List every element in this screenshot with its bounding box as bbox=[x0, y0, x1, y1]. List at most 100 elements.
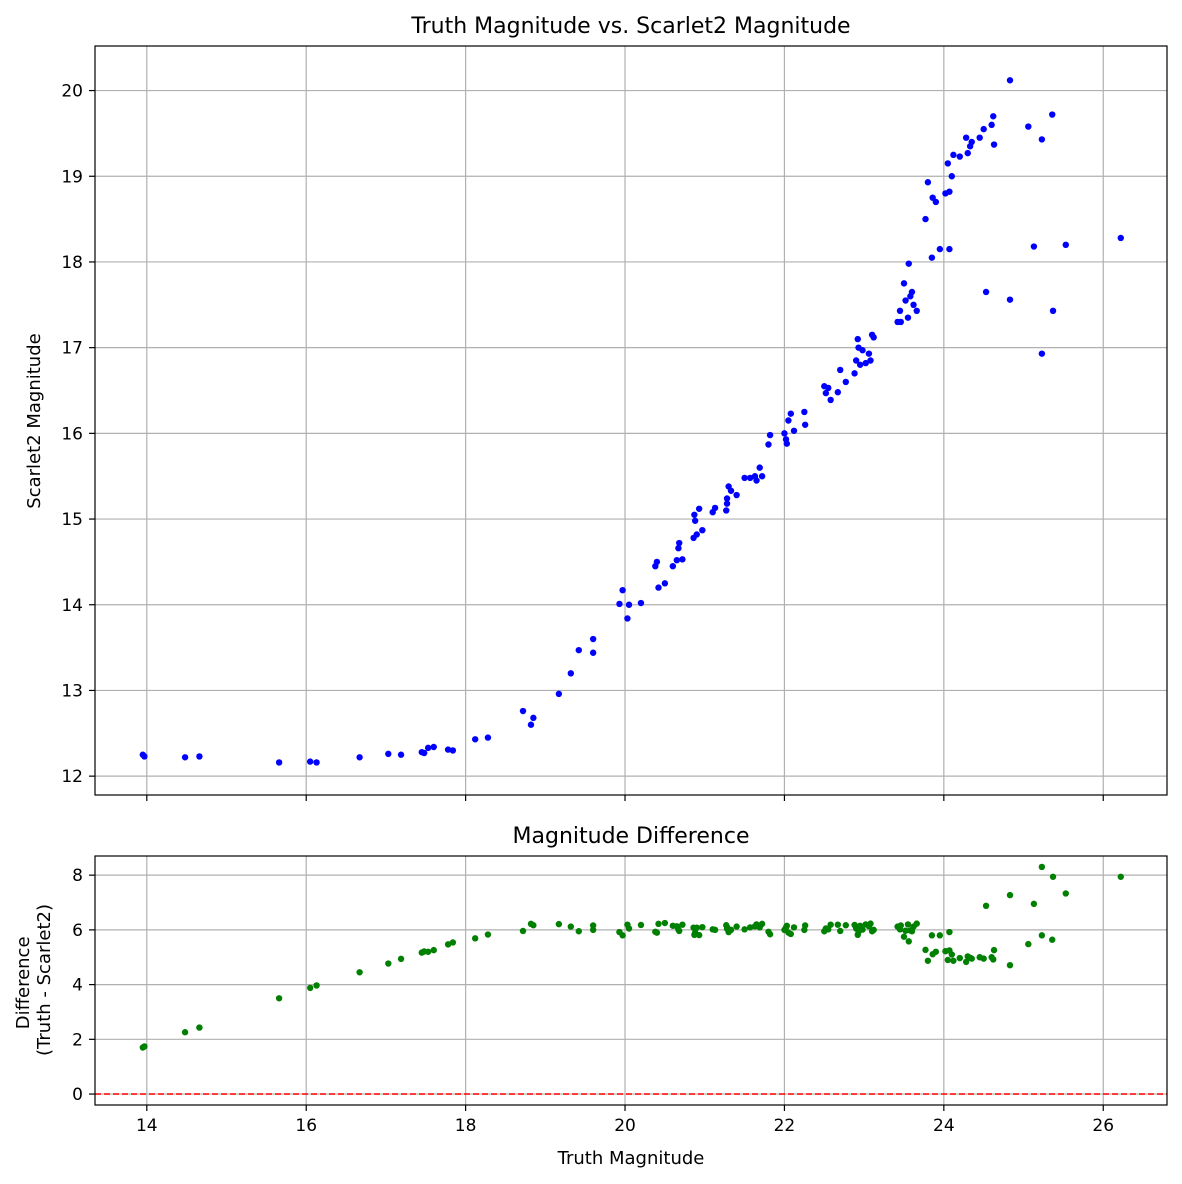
data-point bbox=[741, 926, 748, 933]
data-point bbox=[679, 921, 686, 928]
data-point bbox=[567, 670, 575, 677]
data-point bbox=[900, 280, 908, 287]
data-point bbox=[424, 948, 432, 955]
data-point bbox=[741, 474, 748, 482]
data-point bbox=[790, 924, 798, 931]
plot-frame bbox=[94, 855, 1168, 1106]
x-tick-label: 24 bbox=[933, 1116, 955, 1136]
data-point bbox=[928, 254, 936, 261]
data-point bbox=[1006, 77, 1014, 84]
data-point bbox=[944, 160, 952, 167]
y-tick-label: 19 bbox=[61, 167, 83, 187]
x-tick-label: 14 bbox=[136, 1116, 158, 1136]
data-point bbox=[655, 584, 662, 591]
data-point bbox=[980, 125, 987, 133]
data-point bbox=[676, 539, 683, 547]
data-point bbox=[555, 920, 563, 928]
data-point bbox=[783, 440, 791, 447]
data-point bbox=[801, 408, 808, 416]
y-tick-label: 20 bbox=[61, 82, 83, 102]
difference-panel-bottom: Magnitude Difference Difference (Truth -… bbox=[13, 824, 1168, 1169]
data-point bbox=[902, 297, 909, 304]
data-point bbox=[449, 939, 457, 946]
data-point bbox=[555, 690, 563, 698]
data-point bbox=[676, 927, 683, 935]
data-points bbox=[139, 863, 1124, 1051]
data-point bbox=[655, 920, 662, 928]
data-point bbox=[822, 389, 830, 397]
data-point bbox=[867, 357, 874, 364]
data-point bbox=[693, 531, 700, 538]
data-point bbox=[711, 504, 719, 512]
data-point bbox=[990, 141, 998, 148]
data-point bbox=[988, 121, 995, 129]
data-point bbox=[827, 396, 834, 404]
data-point bbox=[856, 361, 864, 368]
data-point bbox=[870, 334, 877, 341]
data-point bbox=[181, 1029, 189, 1036]
data-point bbox=[1025, 123, 1032, 130]
data-point bbox=[711, 926, 719, 934]
data-point bbox=[420, 749, 428, 757]
data-point bbox=[837, 927, 844, 935]
data-point bbox=[691, 517, 699, 524]
data-point bbox=[924, 179, 932, 186]
data-point bbox=[519, 927, 527, 935]
data-point bbox=[783, 922, 791, 929]
data-point bbox=[896, 307, 904, 315]
data-point bbox=[758, 473, 766, 480]
data-point bbox=[1038, 932, 1046, 939]
data-point bbox=[904, 921, 912, 928]
data-point bbox=[948, 951, 956, 958]
data-point bbox=[948, 173, 956, 180]
data-point bbox=[589, 649, 597, 656]
data-point bbox=[932, 948, 940, 955]
data-point bbox=[936, 245, 944, 253]
data-point bbox=[834, 389, 842, 396]
data-point bbox=[141, 1043, 148, 1050]
data-point bbox=[781, 430, 788, 437]
data-point bbox=[964, 149, 971, 157]
y-tick-label: 4 bbox=[72, 976, 83, 996]
data-point bbox=[619, 932, 626, 939]
x-tick-label: 20 bbox=[614, 1116, 636, 1136]
data-point bbox=[661, 919, 669, 927]
data-point bbox=[679, 556, 686, 563]
y-tick-label: 13 bbox=[61, 681, 83, 701]
data-point bbox=[956, 153, 963, 160]
data-point bbox=[527, 721, 535, 728]
data-points bbox=[139, 77, 1124, 766]
data-point bbox=[842, 378, 849, 386]
data-point bbox=[867, 920, 874, 927]
data-point bbox=[976, 134, 983, 141]
data-point bbox=[982, 902, 990, 909]
data-point bbox=[430, 946, 437, 954]
data-point bbox=[693, 924, 700, 931]
data-point bbox=[852, 357, 860, 364]
data-point bbox=[842, 922, 849, 929]
data-point bbox=[699, 526, 706, 534]
data-point bbox=[785, 417, 792, 424]
chart-title: Magnitude Difference bbox=[513, 824, 750, 849]
data-point bbox=[753, 477, 760, 484]
data-point bbox=[956, 954, 963, 962]
data-point bbox=[1049, 307, 1057, 315]
data-point bbox=[1117, 234, 1124, 242]
data-point bbox=[922, 215, 929, 223]
x-tick-label: 26 bbox=[1092, 1116, 1114, 1136]
data-point bbox=[765, 441, 772, 448]
data-point bbox=[397, 955, 405, 963]
y-tick-label: 6 bbox=[72, 921, 83, 941]
data-point bbox=[669, 562, 677, 570]
data-point bbox=[1049, 936, 1056, 943]
grid bbox=[95, 856, 1167, 1105]
data-point bbox=[1117, 873, 1124, 880]
data-point bbox=[1025, 940, 1032, 948]
data-point bbox=[637, 921, 645, 929]
data-point bbox=[471, 736, 479, 743]
data-point bbox=[430, 743, 437, 751]
x-tick-label: 18 bbox=[455, 1116, 477, 1136]
data-point bbox=[519, 707, 527, 715]
data-point bbox=[196, 1024, 203, 1031]
